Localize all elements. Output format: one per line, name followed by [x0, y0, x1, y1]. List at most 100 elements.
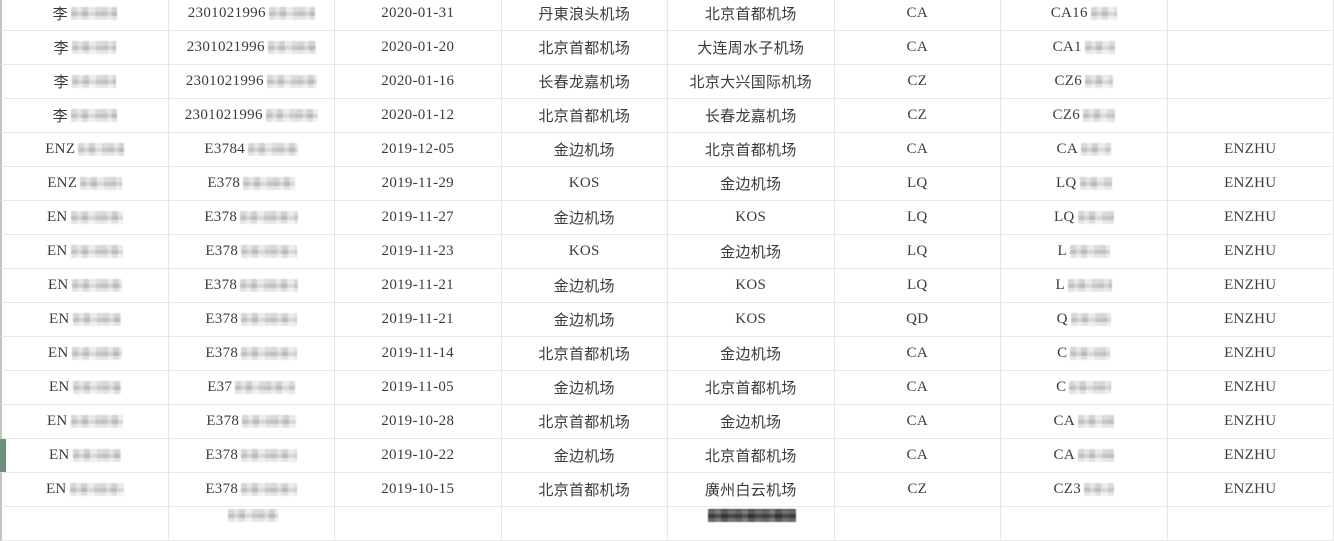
cell-id-number[interactable]: E378 [169, 201, 336, 234]
cell-id-number[interactable]: E378 [169, 235, 336, 268]
cell-arrival-airport[interactable]: KOS [668, 303, 835, 336]
cell-id-number[interactable]: E3784 [169, 133, 336, 166]
cell-flight-date[interactable]: 2019-10-22 [335, 439, 502, 472]
cell-airline-code[interactable]: LQ [835, 235, 1002, 268]
cell-flight-number[interactable]: L [1001, 235, 1168, 268]
cell-passenger-name[interactable]: ENZ [2, 133, 169, 166]
cell-flight-date[interactable]: 2019-10-15 [335, 473, 502, 506]
cell-flight-number[interactable]: CZ6 [1001, 99, 1168, 132]
cell-flight-number[interactable]: LQ [1001, 201, 1168, 234]
cell-arrival-airport[interactable]: 金边机场 [668, 167, 835, 200]
cell-flight-number[interactable]: CZ6 [1001, 65, 1168, 98]
cell-arrival-airport[interactable]: 北京首都机场 [668, 439, 835, 472]
cell-airline-code[interactable]: CA [835, 133, 1002, 166]
cell-airline-code[interactable]: CA [835, 405, 1002, 438]
cell-arrival-airport[interactable]: 大连周水子机场 [668, 31, 835, 64]
cell-id-number[interactable]: E378 [169, 303, 336, 336]
cell-id-number[interactable] [169, 507, 336, 540]
cell-id-number[interactable]: E378 [169, 269, 336, 302]
cell-flight-date[interactable]: 2020-01-12 [335, 99, 502, 132]
cell-flight-date[interactable]: 2019-11-29 [335, 167, 502, 200]
cell-flight-date[interactable]: 2019-12-05 [335, 133, 502, 166]
cell-name-pinyin[interactable]: ENZHU [1168, 167, 1334, 200]
cell-flight-number[interactable]: C [1001, 371, 1168, 404]
cell-flight-number[interactable]: CA [1001, 439, 1168, 472]
cell-departure-airport[interactable] [502, 507, 669, 540]
cell-name-pinyin[interactable]: ENZHU [1168, 405, 1334, 438]
cell-flight-date[interactable]: 2019-11-21 [335, 269, 502, 302]
cell-airline-code[interactable]: LQ [835, 167, 1002, 200]
cell-name-pinyin[interactable]: ENZHU [1168, 303, 1334, 336]
cell-id-number[interactable]: 2301021996 [169, 65, 336, 98]
cell-departure-airport[interactable]: 金边机场 [502, 371, 669, 404]
cell-passenger-name[interactable]: EN [2, 201, 169, 234]
cell-name-pinyin[interactable] [1168, 0, 1334, 30]
cell-flight-number[interactable]: L [1001, 269, 1168, 302]
cell-departure-airport[interactable]: 金边机场 [502, 303, 669, 336]
cell-flight-date[interactable]: 2019-11-05 [335, 371, 502, 404]
cell-id-number[interactable]: E378 [169, 405, 336, 438]
cell-passenger-name[interactable]: EN [2, 269, 169, 302]
cell-passenger-name[interactable]: EN [2, 473, 169, 506]
cell-flight-date[interactable]: 2019-10-28 [335, 405, 502, 438]
cell-flight-date[interactable]: 2019-11-21 [335, 303, 502, 336]
cell-airline-code[interactable] [835, 507, 1002, 540]
cell-flight-date[interactable]: 2019-11-23 [335, 235, 502, 268]
cell-airline-code[interactable]: CA [835, 0, 1002, 30]
cell-flight-number[interactable]: CA [1001, 133, 1168, 166]
cell-departure-airport[interactable]: 北京首都机场 [502, 99, 669, 132]
cell-departure-airport[interactable]: 北京首都机场 [502, 473, 669, 506]
cell-flight-number[interactable]: C [1001, 337, 1168, 370]
cell-flight-number[interactable]: LQ [1001, 167, 1168, 200]
cell-flight-number[interactable] [1001, 507, 1168, 540]
cell-passenger-name[interactable]: 李 [2, 99, 169, 132]
cell-id-number[interactable]: E378 [169, 337, 336, 370]
cell-id-number[interactable]: E378 [169, 439, 336, 472]
cell-departure-airport[interactable]: 长春龙嘉机场 [502, 65, 669, 98]
cell-passenger-name[interactable]: 李 [2, 65, 169, 98]
cell-departure-airport[interactable]: 北京首都机场 [502, 405, 669, 438]
cell-flight-number[interactable]: CA [1001, 405, 1168, 438]
cell-arrival-airport[interactable]: 北京首都机场 [668, 133, 835, 166]
cell-airline-code[interactable]: CA [835, 337, 1002, 370]
cell-airline-code[interactable]: LQ [835, 269, 1002, 302]
cell-name-pinyin[interactable] [1168, 65, 1334, 98]
cell-arrival-airport[interactable]: 北京大兴国际机场 [668, 65, 835, 98]
cell-airline-code[interactable]: QD [835, 303, 1002, 336]
cell-departure-airport[interactable]: KOS [502, 167, 669, 200]
cell-id-number[interactable]: 2301021996 [169, 99, 336, 132]
cell-passenger-name[interactable]: ENZ [2, 167, 169, 200]
cell-flight-number[interactable]: Q [1001, 303, 1168, 336]
cell-departure-airport[interactable]: 北京首都机场 [502, 31, 669, 64]
cell-airline-code[interactable]: CZ [835, 473, 1002, 506]
cell-flight-number[interactable]: CZ3 [1001, 473, 1168, 506]
cell-arrival-airport[interactable]: 北京首都机场 [668, 371, 835, 404]
cell-arrival-airport[interactable]: KOS [668, 269, 835, 302]
cell-passenger-name[interactable]: EN [2, 337, 169, 370]
cell-name-pinyin[interactable]: ENZHU [1168, 133, 1334, 166]
cell-departure-airport[interactable]: 金边机场 [502, 133, 669, 166]
cell-airline-code[interactable]: CZ [835, 65, 1002, 98]
cell-name-pinyin[interactable]: ENZHU [1168, 473, 1334, 506]
cell-flight-date[interactable]: 2020-01-20 [335, 31, 502, 64]
cell-name-pinyin[interactable] [1168, 31, 1334, 64]
cell-flight-date[interactable] [335, 507, 502, 540]
cell-passenger-name[interactable]: EN [2, 235, 169, 268]
cell-passenger-name[interactable]: EN [2, 303, 169, 336]
cell-name-pinyin[interactable]: ENZHU [1168, 337, 1334, 370]
cell-passenger-name[interactable]: EN [2, 405, 169, 438]
cell-departure-airport[interactable]: 金边机场 [502, 269, 669, 302]
cell-departure-airport[interactable]: 北京首都机场 [502, 337, 669, 370]
cell-airline-code[interactable]: CA [835, 31, 1002, 64]
cell-id-number[interactable]: E378 [169, 473, 336, 506]
cell-airline-code[interactable]: CZ [835, 99, 1002, 132]
cell-departure-airport[interactable]: 金边机场 [502, 439, 669, 472]
cell-name-pinyin[interactable]: ENZHU [1168, 269, 1334, 302]
cell-departure-airport[interactable]: 金边机场 [502, 201, 669, 234]
cell-departure-airport[interactable]: KOS [502, 235, 669, 268]
cell-id-number[interactable]: 2301021996 [169, 31, 336, 64]
cell-name-pinyin[interactable] [1168, 507, 1334, 540]
cell-airline-code[interactable]: LQ [835, 201, 1002, 234]
cell-passenger-name[interactable]: 李 [2, 31, 169, 64]
cell-arrival-airport[interactable] [668, 507, 835, 540]
